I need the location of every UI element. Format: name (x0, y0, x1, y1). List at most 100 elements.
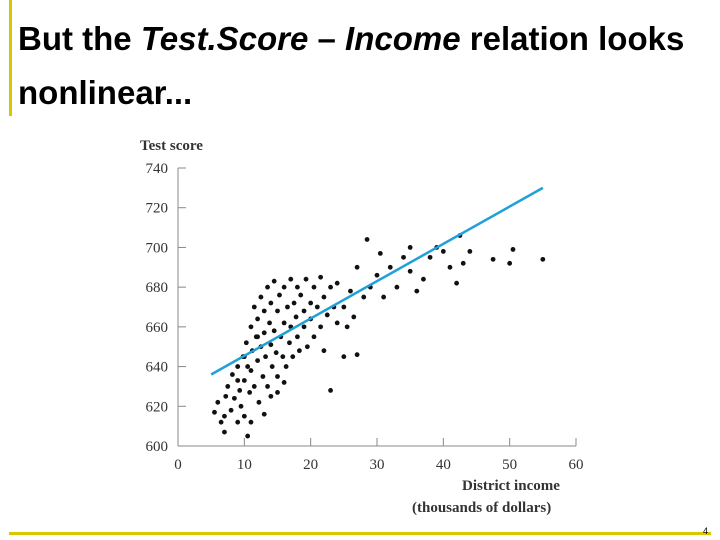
data-point (321, 348, 327, 354)
data-point (540, 256, 546, 262)
data-point (447, 264, 453, 270)
y-tick-label: 740 (146, 161, 169, 177)
data-point (275, 374, 280, 379)
y-tick-label: 680 (146, 280, 169, 296)
data-point (231, 395, 237, 401)
data-point (235, 364, 241, 369)
y-tick-label: 660 (146, 320, 169, 336)
data-point (222, 413, 227, 419)
data-point (407, 268, 413, 274)
data-point (212, 409, 217, 415)
data-point (281, 284, 287, 290)
data-point (245, 364, 251, 369)
data-point (296, 348, 302, 354)
data-point (265, 284, 270, 290)
data-point (277, 292, 282, 298)
data-point (304, 344, 310, 350)
data-point (251, 304, 257, 310)
data-point (354, 264, 360, 270)
data-point (394, 284, 400, 290)
title-part: But the (18, 20, 141, 57)
data-point (318, 274, 324, 280)
data-point (271, 328, 277, 334)
fit-line (210, 186, 544, 376)
data-point (377, 250, 383, 256)
data-point (334, 280, 340, 286)
x-tick-label: 30 (370, 457, 385, 473)
data-point (218, 419, 224, 425)
data-point (237, 388, 243, 393)
data-point (260, 374, 266, 379)
data-point (344, 324, 350, 330)
slide-title: But the Test.Score – Income relation loo… (18, 12, 708, 120)
data-point (467, 249, 473, 254)
data-point (295, 284, 300, 290)
data-point (255, 316, 260, 322)
data-point (283, 364, 289, 369)
data-point (225, 384, 231, 389)
data-point (268, 300, 274, 306)
data-point (267, 320, 272, 326)
data-point (348, 288, 353, 294)
data-point (238, 403, 244, 409)
accent-bar (9, 532, 711, 535)
x-tick-label: 0 (174, 457, 182, 473)
y-tick-label: 600 (146, 439, 169, 455)
data-point (401, 254, 406, 260)
data-point (421, 276, 426, 282)
data-point (263, 354, 268, 360)
data-point (241, 413, 247, 419)
data-point (245, 433, 251, 439)
data-point (268, 393, 274, 399)
data-point (510, 247, 516, 252)
data-point (293, 314, 299, 320)
data-point (440, 249, 446, 254)
data-point (361, 294, 367, 300)
data-point (228, 407, 234, 413)
x-tick-label: 40 (436, 457, 451, 473)
data-point (374, 272, 380, 278)
data-point (354, 352, 360, 358)
data-point (229, 372, 235, 377)
data-point (258, 294, 264, 300)
data-point (303, 276, 309, 282)
data-point (223, 393, 229, 399)
data-point (255, 334, 260, 340)
data-point (255, 358, 260, 364)
data-point (311, 334, 317, 340)
data-point (261, 308, 267, 314)
data-point (311, 284, 317, 290)
data-point (281, 320, 287, 326)
y-tick-label: 700 (146, 240, 169, 256)
y-axis-label: Test score (140, 138, 203, 154)
y-tick-label: 620 (146, 399, 169, 415)
data-point (427, 254, 433, 260)
data-point (295, 334, 300, 340)
data-point (364, 237, 370, 242)
data-point (247, 389, 253, 395)
data-point (341, 354, 347, 360)
title-part: Test.Score (140, 20, 309, 57)
data-point (281, 380, 287, 385)
data-point (460, 260, 466, 266)
data-point (341, 304, 347, 310)
data-point (291, 300, 297, 306)
data-point (490, 256, 496, 262)
data-point (407, 245, 413, 250)
data-point (287, 340, 292, 346)
data-point (321, 294, 327, 300)
data-point (271, 278, 277, 284)
data-point (273, 350, 279, 356)
data-point (275, 308, 280, 314)
data-point (454, 280, 459, 286)
data-point (301, 324, 307, 330)
title-part: Income (345, 20, 461, 57)
data-point (275, 389, 280, 395)
data-point (248, 368, 254, 373)
data-point (328, 284, 333, 290)
accent-bar (9, 0, 12, 116)
y-tick-label: 640 (146, 360, 169, 376)
data-point (222, 429, 227, 435)
x-axis-label: (thousands of dollars) (412, 500, 551, 516)
